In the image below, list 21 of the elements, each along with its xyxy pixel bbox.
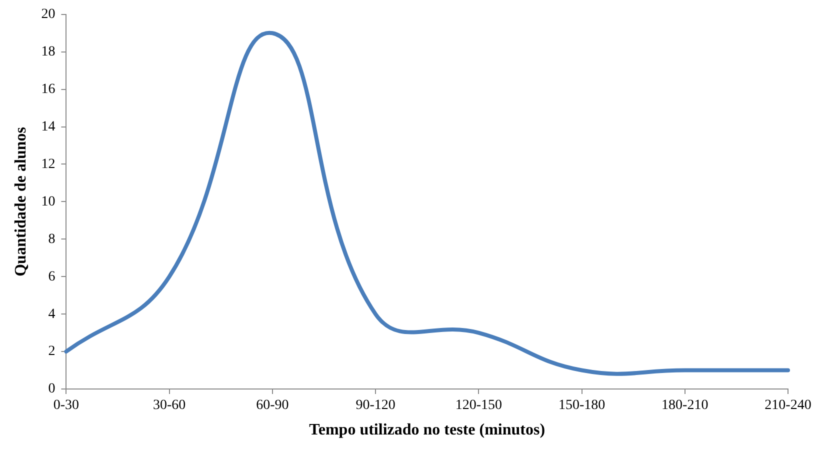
y-tick-label: 18	[41, 44, 56, 60]
y-tick-label: 2	[48, 344, 56, 360]
y-tick-label: 0	[48, 382, 56, 397]
y-tick-label: 20	[41, 7, 56, 22]
y-tick-label: 4	[48, 306, 56, 322]
y-tick-label: 6	[48, 269, 56, 284]
x-tick-label: 120-150	[455, 398, 502, 414]
y-tick-label: 16	[41, 82, 56, 97]
y-tick-label: 10	[41, 194, 56, 210]
x-tick-label: 30-60	[152, 398, 186, 414]
x-tick-label: 210-240	[764, 398, 812, 414]
x-tick-label: 150-180	[558, 398, 606, 414]
y-axis-title: Quantidade de alunos	[12, 127, 30, 276]
y-tick-label: 8	[48, 232, 56, 247]
y-tick-label: 12	[41, 156, 56, 172]
x-tick-label: 90-120	[356, 398, 396, 414]
x-tick-label: 60-90	[256, 398, 289, 414]
x-tick-label: 0-30	[53, 398, 80, 414]
x-axis-title: Tempo utilizado no teste (minutos)	[309, 422, 546, 439]
x-tick-label: 180-210	[662, 398, 708, 414]
y-tick-label: 14	[41, 119, 56, 134]
